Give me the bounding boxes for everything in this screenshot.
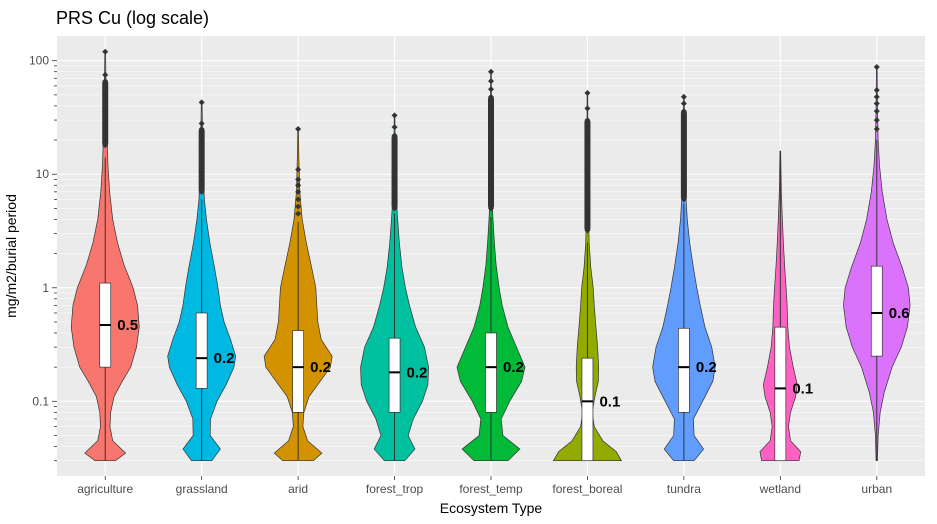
y-tick-label: 1 bbox=[42, 281, 49, 295]
outlier-point bbox=[295, 203, 302, 210]
outlier-point bbox=[873, 108, 880, 115]
y-axis-title: mg/m2/burial period bbox=[3, 194, 19, 318]
chart-title: PRS Cu (log scale) bbox=[56, 8, 209, 28]
iqr-box bbox=[581, 357, 594, 462]
violin-forest_boreal: 0.1 bbox=[552, 89, 623, 462]
iqr-box bbox=[195, 312, 208, 389]
median-label: 0.2 bbox=[696, 359, 717, 376]
x-tick-label: forest_boreal bbox=[552, 482, 622, 496]
outlier-point bbox=[873, 63, 880, 70]
x-tick-label: arid bbox=[288, 482, 308, 496]
outlier-point bbox=[873, 117, 880, 124]
median-label: 0.2 bbox=[310, 359, 331, 376]
outlier-point bbox=[295, 126, 302, 133]
iqr-box bbox=[292, 330, 304, 413]
violin-wetland: 0.1 bbox=[759, 150, 813, 462]
x-axis: agriculture grassland arid forest_trop fores… bbox=[77, 476, 892, 496]
violin-tundra: 0.2 bbox=[652, 93, 717, 462]
x-tick-label: forest_temp bbox=[459, 482, 523, 496]
median-label: 0.2 bbox=[407, 364, 428, 381]
median-label: 0.2 bbox=[503, 359, 524, 376]
outlier-point bbox=[488, 68, 494, 75]
outlier-point bbox=[102, 48, 109, 55]
median-label: 0.6 bbox=[889, 305, 910, 322]
outlier-point bbox=[873, 93, 880, 100]
y-axis: 0.1 1 10 100 bbox=[29, 54, 57, 462]
x-tick-label: urban bbox=[861, 482, 892, 496]
outlier-point bbox=[295, 176, 302, 183]
outlier-band bbox=[488, 96, 494, 209]
x-tick-label: wetland bbox=[759, 482, 801, 496]
outlier-point bbox=[295, 196, 302, 203]
outlier-point bbox=[295, 210, 302, 217]
iqr-box bbox=[774, 326, 787, 462]
outlier-point bbox=[680, 93, 687, 100]
outlier-point bbox=[873, 100, 880, 107]
x-tick-label: agriculture bbox=[77, 482, 133, 496]
median-label: 0.5 bbox=[117, 317, 138, 334]
outlier-band bbox=[102, 81, 109, 146]
outlier-band bbox=[391, 135, 398, 209]
outlier-point bbox=[584, 105, 591, 112]
outlier-band bbox=[680, 111, 687, 200]
outlier-point bbox=[873, 126, 880, 133]
iqr-box bbox=[388, 337, 401, 413]
outlier-point bbox=[488, 86, 494, 93]
x-tick-label: tundra bbox=[667, 482, 701, 496]
violin-agriculture: 0.5 bbox=[70, 48, 140, 462]
median-label: 0.1 bbox=[599, 393, 620, 410]
outlier-point bbox=[873, 87, 880, 94]
violin-arid: 0.2 bbox=[263, 126, 333, 462]
iqr-box bbox=[485, 332, 497, 413]
x-axis-title: Ecosystem Type bbox=[440, 500, 543, 516]
violin-forest_trop: 0.2 bbox=[360, 112, 429, 462]
outlier-point bbox=[198, 120, 205, 127]
outlier-point bbox=[295, 182, 302, 189]
outlier-point bbox=[391, 124, 398, 131]
outlier-point bbox=[295, 188, 302, 195]
outlier-point bbox=[488, 78, 494, 85]
violins: 0.5 0.2 0.2 0.2 0.2 0.1 0.2 0.1 0.6 bbox=[70, 48, 911, 462]
outlier-band bbox=[198, 129, 205, 192]
outlier-point bbox=[391, 112, 398, 119]
violin-forest_temp: 0.2 bbox=[456, 68, 526, 462]
violin-urban: 0.6 bbox=[843, 63, 911, 462]
outlier-band bbox=[584, 120, 591, 231]
y-tick-label: 100 bbox=[29, 54, 49, 68]
y-tick-label: 0.1 bbox=[32, 394, 49, 408]
outlier-point bbox=[102, 71, 109, 78]
x-tick-label: grassland bbox=[176, 482, 228, 496]
outlier-point bbox=[295, 166, 302, 173]
iqr-box bbox=[678, 327, 690, 413]
median-label: 0.2 bbox=[214, 350, 235, 367]
outlier-point bbox=[680, 100, 687, 107]
median-label: 0.1 bbox=[792, 380, 813, 397]
y-tick-label: 10 bbox=[36, 167, 50, 181]
violin-grassland: 0.2 bbox=[167, 99, 237, 462]
x-tick-label: forest_trop bbox=[366, 482, 424, 496]
outlier-point bbox=[584, 89, 591, 96]
outlier-point bbox=[198, 99, 205, 106]
iqr-box bbox=[870, 265, 883, 357]
